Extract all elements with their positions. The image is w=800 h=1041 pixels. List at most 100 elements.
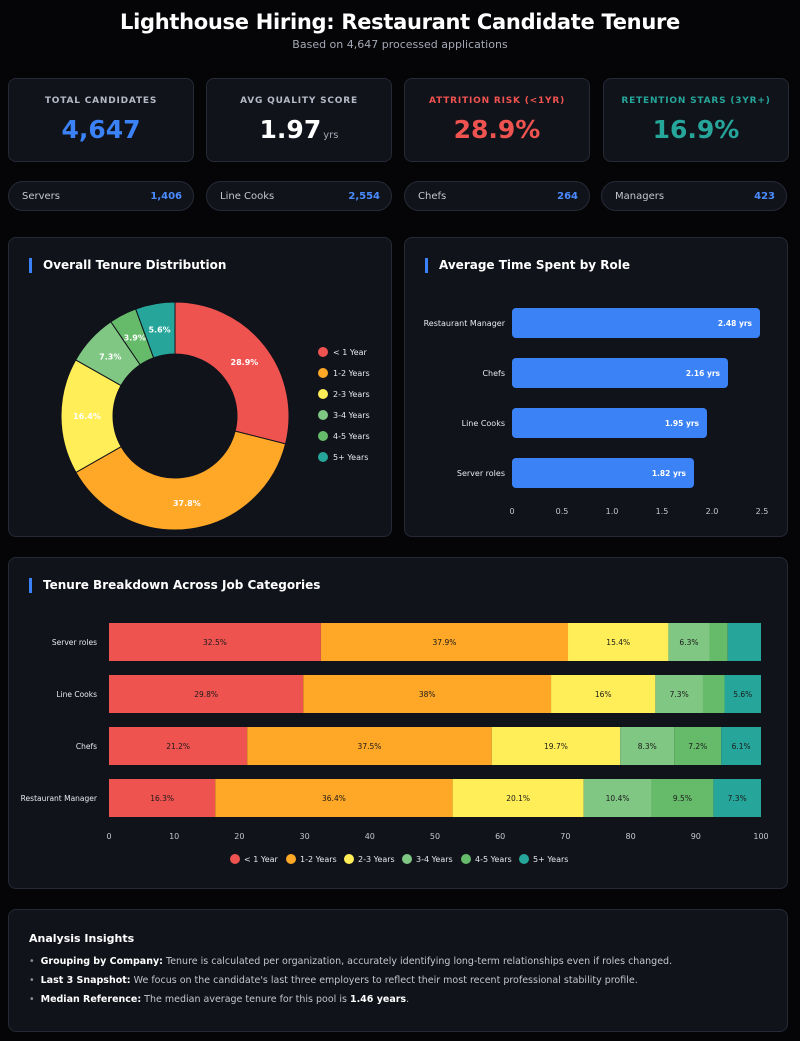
stack-value-label: 7.3% xyxy=(670,690,689,699)
stack-segment xyxy=(724,675,761,713)
bar-category-label: Restaurant Manager xyxy=(424,319,506,328)
x-tick-label: 0.5 xyxy=(556,507,569,516)
legend-swatch xyxy=(318,347,328,357)
role-count-label: Managers xyxy=(615,191,665,202)
tenure-distribution-panel: Overall Tenure Distribution 28.9% 37.8% 16… xyxy=(8,237,392,537)
stack-segment xyxy=(109,727,248,765)
legend-swatch xyxy=(318,410,328,420)
kpi-retention-stars: RETENTION STARS (3YR+) 16.9% xyxy=(603,78,789,162)
stack-category-label: Server roles xyxy=(52,638,97,647)
donut-slice xyxy=(135,301,176,359)
legend-label: 2-3 Years xyxy=(333,390,370,399)
insight-item: • Median Reference: The median average te… xyxy=(29,994,410,1005)
x-tick-label: 70 xyxy=(560,832,570,841)
stack-segment xyxy=(651,779,714,817)
tenure-breakdown-panel: Tenure Breakdown Across Job Categories S… xyxy=(8,557,788,889)
bar xyxy=(512,308,760,338)
stack-segment xyxy=(303,675,552,713)
role-count-value: 2,554 xyxy=(348,191,380,202)
legend-label: 2-3 Years xyxy=(358,855,395,864)
bar-category-label: Line Cooks xyxy=(462,419,505,428)
stack-value-label: 6.3% xyxy=(679,638,698,647)
stack-value-label: 20.1% xyxy=(506,794,530,803)
role-count-value: 1,406 xyxy=(150,191,182,202)
bar xyxy=(512,458,694,488)
legend-swatch xyxy=(519,854,529,864)
role-count-value: 423 xyxy=(754,191,775,202)
stack-segment xyxy=(713,779,761,817)
page-subtitle: Based on 4,647 processed applications xyxy=(292,38,508,51)
stack-segment xyxy=(702,675,725,713)
x-tick-label: 20 xyxy=(234,832,244,841)
x-tick-label: 10 xyxy=(169,832,179,841)
stack-segment xyxy=(620,727,675,765)
stack-segment xyxy=(109,623,321,661)
stack-value-label: 19.7% xyxy=(544,742,568,751)
x-tick-label: 100 xyxy=(753,832,768,841)
avg-time-bar-chart: Restaurant Manager 2.48 yrs Chefs 2.16 yrs L… xyxy=(424,308,768,516)
tenure-donut-chart: 28.9% 37.8% 16.4% 7.3%3.9%5.6% < 1 Year 1-2 Y… xyxy=(60,301,370,531)
stack-value-label: 16% xyxy=(595,690,612,699)
stack-segment xyxy=(247,727,492,765)
x-tick-label: 1.0 xyxy=(606,507,619,516)
legend-swatch xyxy=(230,854,240,864)
role-count-label: Servers xyxy=(22,191,61,202)
stack-segment xyxy=(109,675,304,713)
bar-value-label: 2.16 yrs xyxy=(686,369,721,378)
stack-segment xyxy=(452,779,584,817)
panel-title: Tenure Breakdown Across Job Categories xyxy=(29,578,320,593)
bar xyxy=(512,408,707,438)
donut-slice xyxy=(174,301,290,445)
kpi-total-candidates: TOTAL CANDIDATES 4,647 xyxy=(8,78,194,162)
insight-item: • Last 3 Snapshot: We focus on the candid… xyxy=(29,975,638,986)
kpi-value: 4,647 xyxy=(61,115,141,144)
kpi-label: AVG QUALITY SCORE xyxy=(240,96,358,106)
legend-swatch xyxy=(402,854,412,864)
stack-segment xyxy=(721,727,761,765)
bar-value-label: 1.82 yrs xyxy=(652,469,687,478)
insights-title: Analysis Insights xyxy=(29,932,135,945)
stack-value-label: 21.2% xyxy=(166,742,190,751)
stack-value-label: 38% xyxy=(419,690,436,699)
role-count-servers: Servers 1,406 xyxy=(8,181,194,211)
stack-value-label: 8.3% xyxy=(638,742,657,751)
x-tick-label: 0 xyxy=(509,507,514,516)
x-tick-label: 0 xyxy=(106,832,111,841)
stack-value-label: 36.4% xyxy=(322,794,346,803)
legend-label: 4-5 Years xyxy=(333,432,370,441)
legend-label: 1-2 Years xyxy=(300,855,337,864)
x-tick-label: 1.5 xyxy=(656,507,669,516)
donut-value-label: 37.8% xyxy=(173,499,201,508)
x-tick-label: 2.0 xyxy=(706,507,719,516)
stack-segment xyxy=(727,623,761,661)
role-count-line-cooks: Line Cooks 2,554 xyxy=(206,181,392,211)
bar-category-label: Chefs xyxy=(482,369,505,378)
x-tick-label: 90 xyxy=(691,832,701,841)
stack-segment xyxy=(551,675,656,713)
legend-label: 3-4 Years xyxy=(333,411,370,420)
kpi-unit: yrs xyxy=(323,130,339,141)
legend-label: 5+ Years xyxy=(333,453,368,462)
legend-swatch xyxy=(318,368,328,378)
bar-value-label: 1.95 yrs xyxy=(665,419,700,428)
stack-segment xyxy=(215,779,453,817)
kpi-avg-quality-score: AVG QUALITY SCORE 1.97 yrs xyxy=(206,78,392,162)
stack-value-label: 7.2% xyxy=(688,742,707,751)
stack-value-label: 37.9% xyxy=(433,638,457,647)
legend-label: < 1 Year xyxy=(244,855,279,864)
stack-value-label: 29.8% xyxy=(194,690,218,699)
stack-value-label: 16.3% xyxy=(150,794,174,803)
role-count-label: Chefs xyxy=(418,191,447,202)
stack-category-label: Chefs xyxy=(76,742,97,751)
legend-label: 3-4 Years xyxy=(416,855,453,864)
role-count-chefs: Chefs 264 xyxy=(404,181,590,211)
tenure-stacked-bar-chart: Server roles 32.5% 37.9% 15.4% 6.3% Line Cook… xyxy=(21,623,769,864)
donut-value-label: 5.6% xyxy=(148,325,170,334)
panel-title: Overall Tenure Distribution xyxy=(29,258,226,273)
stack-segment xyxy=(568,623,669,661)
role-count-label: Line Cooks xyxy=(220,191,275,202)
stack-value-label: 15.4% xyxy=(606,638,630,647)
legend-swatch xyxy=(461,854,471,864)
stack-value-label: 9.5% xyxy=(673,794,692,803)
donut-value-label: 16.4% xyxy=(73,412,101,421)
